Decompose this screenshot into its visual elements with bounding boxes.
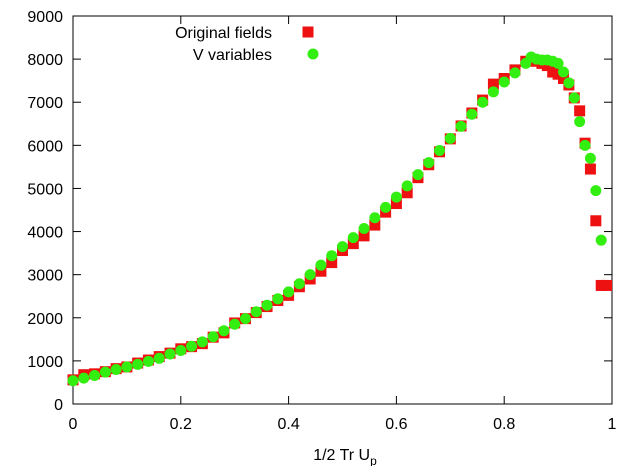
data-point-v-variables bbox=[412, 169, 424, 181]
data-point-v-variables bbox=[99, 366, 111, 378]
data-point-v-variables bbox=[78, 372, 90, 384]
data-point-v-variables bbox=[207, 331, 219, 343]
x-axis-label: 1/2 Tr Up bbox=[313, 447, 377, 466]
data-point-original-fields bbox=[557, 73, 569, 85]
data-point-original-fields bbox=[401, 187, 413, 199]
x-tick-label: 0.2 bbox=[170, 416, 192, 433]
x-axis: 0 0.2 0.4 0.6 0.8 1 bbox=[69, 16, 617, 433]
data-point-original-fields bbox=[347, 238, 359, 250]
series-original-fields bbox=[67, 55, 613, 386]
data-point-v-variables bbox=[401, 180, 413, 192]
y-tick-label: 2000 bbox=[27, 311, 63, 328]
data-point-v-variables bbox=[121, 361, 133, 373]
data-point-v-variables bbox=[380, 201, 392, 213]
data-point-v-variables bbox=[293, 278, 305, 290]
x-axis-label-main: 1/2 Tr U bbox=[313, 447, 370, 464]
legend-label-v-variables: V variables bbox=[193, 47, 272, 64]
data-point-v-variables bbox=[509, 67, 521, 79]
y-tick-label: 0 bbox=[54, 397, 63, 414]
data-point-v-variables bbox=[229, 318, 241, 330]
data-point-original-fields bbox=[390, 198, 402, 210]
data-point-v-variables bbox=[568, 92, 580, 104]
data-point-v-variables bbox=[315, 259, 327, 271]
data-point-v-variables bbox=[584, 152, 596, 164]
data-point-v-variables bbox=[67, 375, 79, 387]
data-point-original-fields bbox=[574, 105, 586, 117]
legend-label-original-fields: Original fields bbox=[175, 25, 272, 42]
data-point-v-variables bbox=[444, 132, 456, 144]
y-tick-label: 3000 bbox=[27, 268, 63, 285]
legend-marker-v-variables bbox=[307, 48, 319, 60]
data-point-v-variables bbox=[347, 232, 359, 244]
data-point-v-variables bbox=[218, 325, 230, 337]
plot-frame-border bbox=[72, 15, 613, 405]
data-point-v-variables bbox=[272, 293, 284, 305]
data-point-v-variables bbox=[142, 355, 154, 367]
data-point-v-variables bbox=[498, 76, 510, 88]
y-tick-label: 8000 bbox=[27, 52, 63, 69]
data-point-v-variables bbox=[261, 299, 273, 311]
data-point-v-variables bbox=[487, 86, 499, 98]
data-point-v-variables bbox=[239, 313, 251, 325]
data-point-original-fields bbox=[369, 219, 381, 231]
y-tick-label: 9000 bbox=[27, 9, 63, 26]
x-tick-label: 0.4 bbox=[277, 416, 299, 433]
legend-marker-original-fields bbox=[302, 26, 314, 38]
data-point-v-variables bbox=[89, 370, 101, 382]
x-axis-label-subscript: p bbox=[370, 454, 377, 466]
data-point-v-variables bbox=[595, 234, 607, 246]
x-tick-label: 0 bbox=[69, 416, 78, 433]
plot-frame bbox=[72, 15, 613, 405]
data-point-v-variables bbox=[552, 57, 564, 69]
data-point-v-variables bbox=[563, 77, 575, 89]
y-tick-label: 1000 bbox=[27, 354, 63, 371]
data-point-v-variables bbox=[132, 358, 144, 370]
data-point-v-variables bbox=[110, 364, 122, 376]
data-point-v-variables bbox=[337, 241, 348, 253]
data-point-v-variables bbox=[434, 145, 446, 157]
data-point-v-variables bbox=[250, 306, 262, 318]
data-point-original-fields bbox=[584, 163, 596, 175]
data-point-v-variables bbox=[175, 345, 187, 357]
data-point-v-variables bbox=[164, 348, 176, 360]
x-tick-label: 0.8 bbox=[493, 416, 515, 433]
data-point-original-fields bbox=[487, 78, 499, 90]
y-tick-label: 6000 bbox=[27, 138, 63, 155]
data-point-v-variables bbox=[304, 269, 316, 281]
data-point-original-fields bbox=[590, 215, 602, 227]
data-point-v-variables bbox=[369, 212, 381, 224]
data-point-v-variables bbox=[186, 340, 198, 352]
legend: Original fields V variables bbox=[175, 25, 319, 64]
data-point-original-fields bbox=[358, 230, 370, 242]
data-point-v-variables bbox=[466, 108, 478, 120]
series-v-variables bbox=[67, 51, 607, 387]
data-point-v-variables bbox=[455, 120, 467, 132]
y-tick-label: 4000 bbox=[27, 225, 63, 242]
data-point-original-fields bbox=[601, 279, 613, 291]
data-point-v-variables bbox=[423, 157, 435, 169]
data-point-v-variables bbox=[326, 250, 338, 262]
x-tick-label: 0.6 bbox=[385, 416, 407, 433]
data-point-v-variables bbox=[153, 352, 165, 364]
data-point-original-fields bbox=[541, 60, 553, 72]
data-point-v-variables bbox=[196, 336, 208, 348]
data-point-v-variables bbox=[574, 116, 586, 128]
data-point-v-variables bbox=[358, 223, 370, 235]
data-point-original-fields bbox=[326, 257, 338, 269]
y-axis: 0 1000 2000 3000 4000 5000 6000 7000 8000 9000 bbox=[27, 9, 612, 414]
data-point-v-variables bbox=[283, 286, 295, 298]
data-point-v-variables bbox=[477, 96, 489, 108]
data-point-v-variables bbox=[579, 139, 591, 151]
data-point-v-variables bbox=[590, 185, 602, 197]
data-point-v-variables bbox=[557, 66, 569, 78]
y-tick-label: 5000 bbox=[27, 181, 63, 198]
y-tick-label: 7000 bbox=[27, 95, 63, 112]
data-point-original-fields bbox=[315, 265, 327, 277]
x-tick-label: 1 bbox=[608, 416, 617, 433]
data-point-v-variables bbox=[390, 191, 402, 203]
